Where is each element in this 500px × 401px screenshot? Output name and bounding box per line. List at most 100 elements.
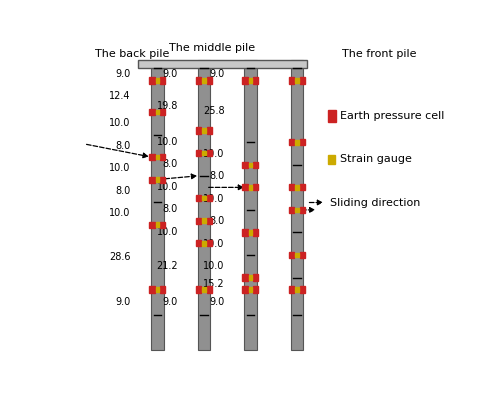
Text: 10.0: 10.0: [203, 239, 224, 249]
Bar: [156, 110, 159, 114]
Bar: [254, 286, 258, 293]
Text: 9.0: 9.0: [162, 69, 178, 79]
Bar: [202, 287, 205, 292]
Bar: [300, 139, 305, 146]
Bar: [242, 229, 248, 235]
Text: 9.0: 9.0: [209, 69, 224, 79]
Bar: [160, 77, 166, 84]
Bar: [242, 184, 248, 190]
Bar: [150, 286, 154, 293]
Bar: [328, 155, 335, 164]
Bar: [150, 222, 154, 228]
Bar: [202, 151, 205, 156]
Bar: [328, 111, 336, 122]
Bar: [207, 150, 212, 156]
Bar: [198, 59, 210, 350]
Bar: [248, 275, 252, 280]
Bar: [160, 109, 166, 115]
Bar: [207, 286, 212, 293]
Bar: [156, 223, 159, 227]
Text: 8.0: 8.0: [209, 216, 224, 226]
Bar: [295, 140, 298, 145]
Text: The back pile: The back pile: [96, 49, 170, 59]
Bar: [248, 230, 252, 235]
Text: 28.6: 28.6: [109, 252, 130, 262]
Bar: [242, 77, 248, 84]
Bar: [207, 128, 212, 134]
Bar: [242, 162, 248, 168]
Bar: [196, 218, 201, 224]
Text: 8.0: 8.0: [162, 205, 178, 215]
Bar: [207, 240, 212, 246]
Text: The front pile: The front pile: [342, 49, 416, 59]
Bar: [254, 162, 258, 168]
Text: The middle pile: The middle pile: [168, 43, 255, 53]
Bar: [254, 274, 258, 281]
Text: 10.0: 10.0: [203, 261, 224, 271]
Bar: [300, 252, 305, 258]
Bar: [290, 59, 303, 350]
Bar: [160, 154, 166, 160]
Bar: [295, 185, 298, 190]
Bar: [254, 229, 258, 235]
Text: Strain gauge: Strain gauge: [340, 154, 412, 164]
Text: 15.2: 15.2: [203, 279, 224, 289]
Bar: [295, 287, 298, 292]
Bar: [289, 286, 294, 293]
Text: 10.0: 10.0: [109, 209, 130, 219]
Text: 25.8: 25.8: [203, 106, 224, 116]
Bar: [254, 184, 258, 190]
Text: 12.4: 12.4: [109, 91, 130, 101]
Text: 9.0: 9.0: [162, 298, 178, 308]
Bar: [254, 77, 258, 84]
Text: 8.0: 8.0: [115, 186, 130, 196]
Bar: [300, 286, 305, 293]
Text: 10.0: 10.0: [156, 137, 178, 147]
Text: 10.0: 10.0: [203, 148, 224, 158]
Bar: [207, 77, 212, 84]
Bar: [202, 78, 205, 83]
Text: 19.8: 19.8: [156, 101, 178, 111]
Bar: [289, 207, 294, 213]
Bar: [196, 128, 201, 134]
Bar: [156, 177, 159, 182]
Text: 9.0: 9.0: [115, 298, 130, 308]
Text: 10.0: 10.0: [156, 227, 178, 237]
Bar: [156, 287, 159, 292]
Bar: [300, 184, 305, 190]
Bar: [244, 59, 256, 350]
Bar: [160, 176, 166, 183]
Text: 8.0: 8.0: [115, 141, 130, 151]
Text: 10.0: 10.0: [203, 194, 224, 204]
Bar: [295, 208, 298, 212]
Bar: [196, 286, 201, 293]
Text: 21.2: 21.2: [156, 261, 178, 271]
Bar: [289, 77, 294, 84]
Bar: [150, 176, 154, 183]
Text: Earth pressure cell: Earth pressure cell: [340, 111, 444, 121]
Text: 9.0: 9.0: [115, 69, 130, 79]
Bar: [248, 185, 252, 190]
Bar: [196, 77, 201, 84]
Bar: [156, 155, 159, 160]
Bar: [160, 222, 166, 228]
Bar: [202, 241, 205, 245]
Bar: [242, 274, 248, 281]
Bar: [156, 78, 159, 83]
Bar: [202, 128, 205, 133]
Bar: [196, 150, 201, 156]
Bar: [196, 195, 201, 201]
Text: 8.0: 8.0: [162, 159, 178, 169]
Bar: [160, 286, 166, 293]
Text: 9.0: 9.0: [209, 298, 224, 308]
Bar: [248, 162, 252, 167]
Bar: [138, 59, 306, 68]
Text: 8.0: 8.0: [209, 171, 224, 181]
Bar: [242, 286, 248, 293]
Bar: [289, 252, 294, 258]
Bar: [289, 139, 294, 146]
Bar: [295, 78, 298, 83]
Bar: [196, 240, 201, 246]
Text: 10.0: 10.0: [109, 118, 130, 128]
Bar: [207, 218, 212, 224]
